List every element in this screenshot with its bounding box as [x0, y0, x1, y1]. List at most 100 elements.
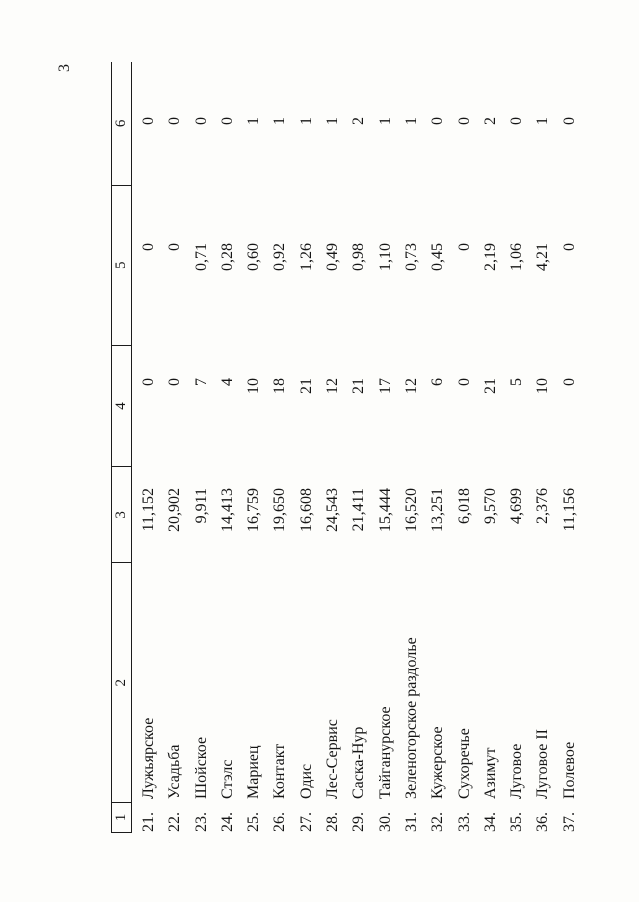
value-cell-col5: 0,60: [245, 243, 263, 271]
value-cell-col3: 11,152: [140, 488, 157, 532]
table-row: 32. Кужерское 13,251 6 0,45 0: [425, 62, 451, 833]
table-row: 33. Сухоречье 6,018 0 0 0: [452, 62, 478, 833]
value-cell-col6: 1: [402, 117, 420, 125]
value-cell-col5: 0,45: [429, 243, 447, 271]
column-header-6: 6: [113, 119, 129, 128]
value-cell-col4: 10: [245, 378, 263, 394]
value-cell-col5: 0: [455, 243, 473, 251]
value-cell-col5: 2,19: [481, 243, 499, 271]
value-cell-col3: 2,376: [534, 488, 552, 524]
name-cell: Саска-Нур: [350, 726, 368, 799]
value-cell-col4: 0: [140, 378, 157, 386]
value-cell-col3: 24,543: [324, 488, 342, 532]
column-header-1: 1: [112, 802, 131, 832]
value-cell-col6: 0: [192, 117, 210, 125]
table-row: 26. Контакт 19,650 18 0,92 1: [267, 62, 293, 833]
value-cell-col6: 1: [245, 117, 263, 125]
value-cell-col3: 9,911: [192, 488, 210, 524]
value-cell-col5: 0,92: [271, 243, 289, 271]
value-cell-col3: 16,608: [297, 488, 315, 532]
value-cell-col5: 0: [140, 243, 157, 251]
table-row: 29. Саска-Нур 21,411 21 0,98 2: [346, 62, 372, 833]
name-cell: Мариец: [245, 745, 263, 799]
table-row: 28. Лес-Сервис 24,543 12 0,49 1: [320, 62, 346, 833]
value-cell-col6: 2: [350, 117, 368, 125]
value-cell-col3: 16,759: [245, 488, 263, 532]
table-row: 30. Тайганурское 15,444 17 1,10 1: [373, 62, 399, 833]
table-row: 25. Мариец 16,759 10 0,60 1: [241, 62, 267, 833]
value-cell-col4: 5: [508, 378, 526, 386]
value-cell-col3: 20,902: [166, 488, 184, 532]
value-cell-col3: 16,520: [402, 488, 420, 532]
value-cell-col6: 0: [218, 117, 236, 125]
row-number-cell: 34.: [481, 812, 499, 832]
table-row: 35. Луговое 4,699 5 1,06 0: [504, 62, 530, 833]
name-cell: Усадьба: [166, 744, 184, 799]
value-cell-col3: 13,251: [429, 488, 447, 532]
table-row: 27. Одис 16,608 21 1,26 1: [294, 62, 320, 833]
table-row: 23. Шойское 9,911 7 0,71 0: [189, 62, 215, 833]
name-cell: Полевое: [560, 741, 578, 799]
table-row: 21. Лужьярское 11,152 0 0 0: [136, 62, 162, 833]
value-cell-col3: 21,411: [350, 488, 368, 532]
row-number-cell: 37.: [560, 812, 578, 832]
row-number-cell: 36.: [534, 812, 552, 832]
row-number-cell: 33.: [455, 812, 473, 832]
name-cell: Кужерское: [429, 726, 447, 799]
row-number-cell: 30.: [376, 812, 394, 832]
table-row: 24. Стэлс 14,413 4 0,28 0: [215, 62, 241, 833]
value-cell-col6: 1: [534, 117, 552, 125]
value-cell-col6: 1: [376, 117, 394, 125]
value-cell-col5: 1,06: [508, 243, 526, 271]
row-number-cell: 25.: [245, 812, 263, 832]
value-cell-col3: 9,570: [481, 488, 499, 524]
value-cell-col4: 0: [455, 378, 473, 386]
value-cell-col4: 10: [534, 378, 552, 394]
value-cell-col3: 15,444: [376, 488, 394, 532]
row-number-cell: 28.: [324, 812, 342, 832]
value-cell-col5: 0,71: [192, 243, 210, 271]
value-cell-col4: 21: [350, 378, 368, 394]
value-cell-col5: 4,21: [534, 243, 552, 271]
name-cell: Тайганурское: [376, 706, 394, 799]
value-cell-col6: 0: [560, 117, 578, 125]
value-cell-col3: 19,650: [271, 488, 289, 532]
name-cell: Азимут: [481, 747, 499, 799]
value-cell-col5: 0: [560, 243, 578, 251]
name-cell: Стэлс: [218, 759, 236, 799]
value-cell-col5: 0,49: [324, 243, 342, 271]
row-number-cell: 23.: [192, 812, 210, 832]
row-number-cell: 29.: [350, 812, 368, 832]
value-cell-col3: 6,018: [455, 488, 473, 524]
value-cell-col4: 12: [324, 378, 342, 394]
value-cell-col6: 1: [271, 117, 289, 125]
value-cell-col4: 6: [429, 378, 447, 386]
value-cell-col4: 4: [218, 378, 236, 386]
name-cell: Контакт: [271, 743, 289, 799]
column-header-5: 5: [112, 184, 131, 345]
name-cell: Шойское: [192, 736, 210, 799]
table-row: 37. Полевое 11,156 0 0 0: [557, 62, 583, 833]
value-cell-col4: 21: [481, 378, 499, 394]
value-cell-col5: 0,73: [402, 243, 420, 271]
table-row: 36. Луговое II 2,376 10 4,21 1: [530, 62, 556, 833]
value-cell-col5: 0,28: [218, 243, 236, 271]
row-number-cell: 31.: [402, 812, 420, 832]
name-cell: Луговое II: [534, 728, 552, 799]
row-number-cell: 35.: [508, 812, 526, 832]
value-cell-col6: 0: [455, 117, 473, 125]
row-number-cell: 26.: [271, 812, 289, 832]
name-cell: Одис: [297, 763, 315, 799]
page-number: 3: [56, 64, 73, 72]
name-cell: Лужьярское: [140, 717, 157, 799]
row-number-cell: 32.: [429, 812, 447, 832]
name-cell: Луговое: [508, 743, 526, 799]
value-cell-col4: 17: [376, 378, 394, 394]
value-cell-col3: 11,156: [560, 488, 578, 532]
value-cell-col4: 18: [271, 378, 289, 394]
value-cell-col5: 0,98: [350, 243, 368, 271]
column-header-3: 3: [112, 466, 131, 563]
